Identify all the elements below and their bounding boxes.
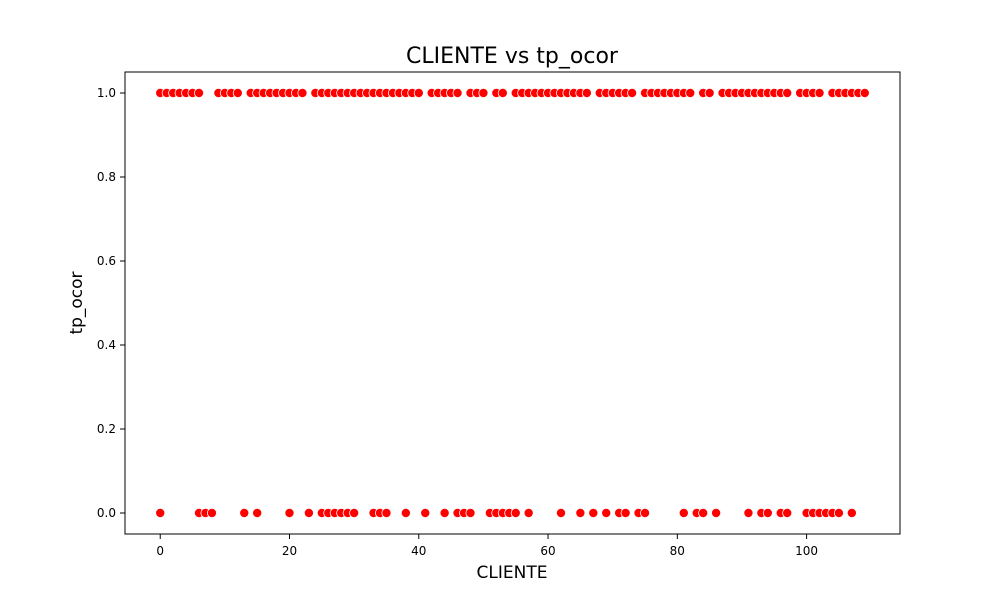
data-point xyxy=(303,507,314,518)
x-tick-label: 60 xyxy=(540,544,555,558)
data-point xyxy=(452,88,463,99)
data-point xyxy=(620,507,631,518)
data-point xyxy=(846,507,857,518)
data-point xyxy=(478,88,489,99)
y-axis-label: tp_ocor xyxy=(67,271,87,334)
data-point xyxy=(523,507,534,518)
x-axis-label: CLIENTE xyxy=(477,563,548,583)
data-point xyxy=(685,88,696,99)
data-point xyxy=(743,507,754,518)
data-point xyxy=(206,507,217,518)
data-point xyxy=(833,507,844,518)
plot-frame xyxy=(124,71,901,535)
data-point xyxy=(575,507,586,518)
data-point xyxy=(194,88,205,99)
data-point xyxy=(420,507,431,518)
data-point xyxy=(555,507,566,518)
data-point xyxy=(859,88,870,99)
plot-area xyxy=(155,88,870,518)
data-point xyxy=(510,507,521,518)
x-tick-label: 80 xyxy=(670,544,685,558)
data-point xyxy=(762,507,773,518)
x-tick-label: 40 xyxy=(411,544,426,558)
data-point xyxy=(239,507,250,518)
x-tick-label: 20 xyxy=(282,544,297,558)
y-tick-label: 0.0 xyxy=(97,506,116,520)
x-axis: 0 20 40 60 80 100 xyxy=(156,534,818,558)
y-tick-label: 0.6 xyxy=(97,254,116,268)
data-point xyxy=(581,88,592,99)
data-point xyxy=(413,88,424,99)
x-tick-label: 100 xyxy=(795,544,818,558)
data-point xyxy=(400,507,411,518)
data-point xyxy=(232,88,243,99)
data-point xyxy=(155,507,166,518)
data-point xyxy=(439,507,450,518)
data-point xyxy=(627,88,638,99)
data-point xyxy=(704,88,715,99)
data-point xyxy=(698,507,709,518)
data-point xyxy=(349,507,360,518)
y-tick-label: 0.8 xyxy=(97,170,116,184)
data-point xyxy=(601,507,612,518)
data-point xyxy=(782,88,793,99)
y-tick-label: 0.2 xyxy=(97,422,116,436)
data-point xyxy=(711,507,722,518)
y-tick-label: 1.0 xyxy=(97,86,116,100)
data-point xyxy=(252,507,263,518)
data-point xyxy=(497,88,508,99)
data-point xyxy=(782,507,793,518)
data-point xyxy=(465,507,476,518)
chart-title: CLIENTE vs tp_ocor xyxy=(406,44,619,69)
data-point xyxy=(284,507,295,518)
data-point xyxy=(297,88,308,99)
data-point xyxy=(678,507,689,518)
y-tick-label: 0.4 xyxy=(97,338,116,352)
data-point xyxy=(588,507,599,518)
y-axis: 0.0 0.2 0.4 0.6 0.8 1.0 xyxy=(97,86,125,520)
data-point xyxy=(640,507,651,518)
data-point xyxy=(814,88,825,99)
x-tick-label: 0 xyxy=(156,544,164,558)
data-point xyxy=(381,507,392,518)
